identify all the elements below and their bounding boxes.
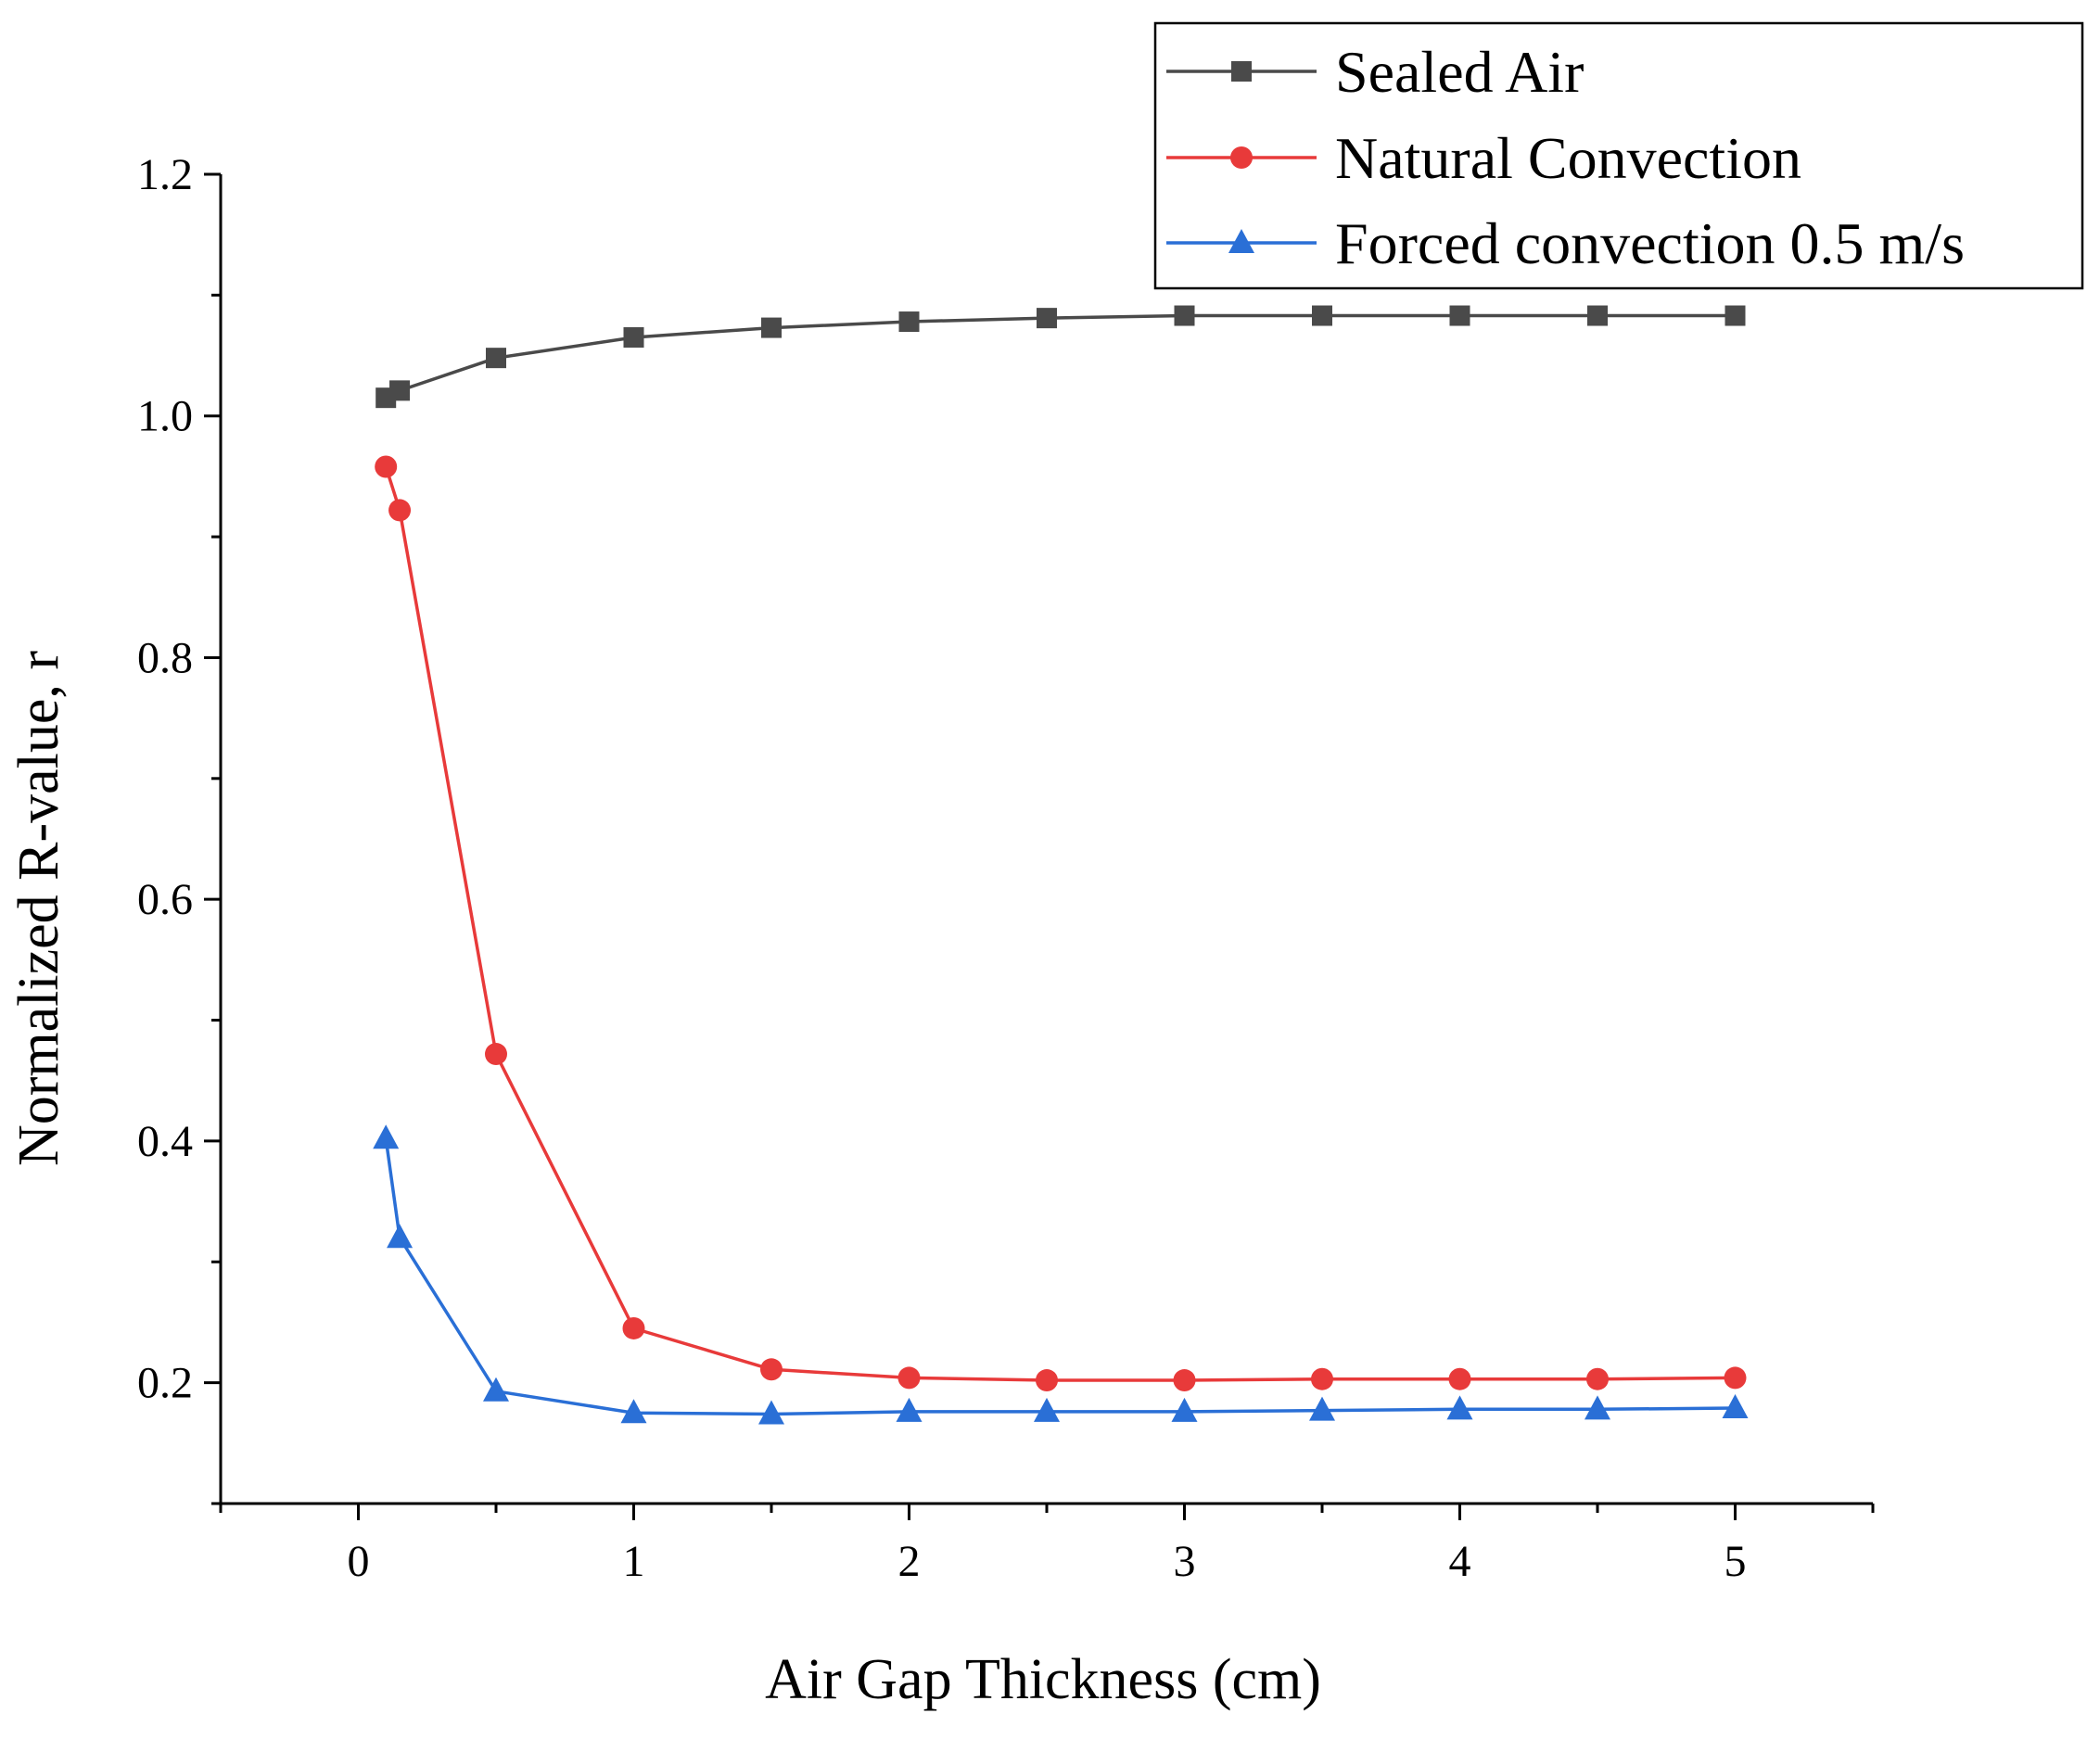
- y-tick-label: 1.2: [137, 150, 193, 199]
- data-point: [761, 317, 782, 338]
- legend-item-3: Forced convection 0.5 m/s: [1166, 210, 1965, 276]
- data-point: [1449, 305, 1470, 326]
- data-point: [389, 380, 411, 401]
- series-1: [375, 305, 1746, 409]
- data-point: [1311, 1367, 1333, 1390]
- x-tick-label: 2: [898, 1537, 921, 1586]
- y-tick-label: 1.0: [137, 392, 193, 441]
- legend-item-2: Natural Convection: [1166, 125, 1801, 191]
- data-point: [1586, 1367, 1609, 1390]
- plot-area: [373, 305, 1749, 1425]
- data-point: [897, 1366, 921, 1390]
- data-point: [375, 455, 398, 478]
- y-axis-title: Normalized R-value, r: [7, 651, 70, 1166]
- data-point: [622, 1316, 645, 1339]
- legend-marker: [1228, 229, 1254, 253]
- data-point: [387, 1224, 414, 1249]
- data-point: [1171, 1397, 1198, 1422]
- data-point: [373, 1124, 400, 1149]
- data-point: [1725, 305, 1746, 326]
- data-point: [1034, 1397, 1060, 1422]
- series-line: [384, 1138, 1736, 1416]
- data-point: [898, 311, 920, 333]
- data-point: [758, 1400, 784, 1425]
- data-point: [623, 326, 644, 348]
- data-point: [1448, 1367, 1471, 1390]
- legend-marker: [1230, 146, 1253, 169]
- data-point: [1309, 1396, 1335, 1421]
- x-tick-label: 5: [1725, 1537, 1747, 1586]
- series-line: [385, 313, 1736, 400]
- series-line: [384, 465, 1736, 1382]
- x-tick-label: 4: [1449, 1537, 1471, 1586]
- x-tick-label: 3: [1174, 1537, 1196, 1586]
- legend-item-1: Sealed Air: [1166, 39, 1584, 105]
- data-point: [1174, 305, 1195, 326]
- data-point: [486, 348, 506, 369]
- data-point: [1585, 1395, 1610, 1420]
- data-point: [1446, 1395, 1473, 1420]
- data-point: [896, 1397, 923, 1422]
- legend-box: [1153, 21, 2084, 290]
- y-tick-label: 0.4: [137, 1117, 193, 1166]
- legend-marker: [1231, 61, 1252, 82]
- data-point: [760, 1358, 783, 1381]
- data-point: [1722, 1394, 1749, 1419]
- y-tick-label: 0.6: [137, 875, 193, 924]
- y-tick-label: 0.8: [137, 633, 193, 682]
- data-point: [1037, 308, 1057, 329]
- legend: Sealed Air Natural Convection Forced conve…: [1153, 21, 2084, 290]
- data-point: [620, 1399, 647, 1424]
- data-point: [1312, 305, 1332, 326]
- data-point: [388, 499, 412, 522]
- data-point: [1173, 1369, 1196, 1392]
- y-tick-label: 0.2: [137, 1359, 193, 1408]
- legend-label: Forced convection 0.5 m/s: [1335, 210, 1965, 276]
- axes: 0 1 2 3 4 5 0.2 0.4 0.6 0.8 1.0 1.2: [137, 150, 1875, 1586]
- data-point: [1724, 1366, 1747, 1390]
- data-point: [1587, 305, 1608, 326]
- x-tick-label: 0: [348, 1537, 370, 1586]
- data-point: [483, 1377, 509, 1402]
- legend-label: Natural Convection: [1335, 125, 1801, 191]
- x-tick-label: 1: [623, 1537, 645, 1586]
- series-3: [373, 1124, 1749, 1425]
- series-2: [375, 455, 1747, 1392]
- legend-label: Sealed Air: [1335, 39, 1584, 105]
- data-point: [1036, 1369, 1058, 1392]
- data-point: [485, 1043, 507, 1066]
- x-axis-title: Air Gap Thickness (cm): [765, 1648, 1321, 1711]
